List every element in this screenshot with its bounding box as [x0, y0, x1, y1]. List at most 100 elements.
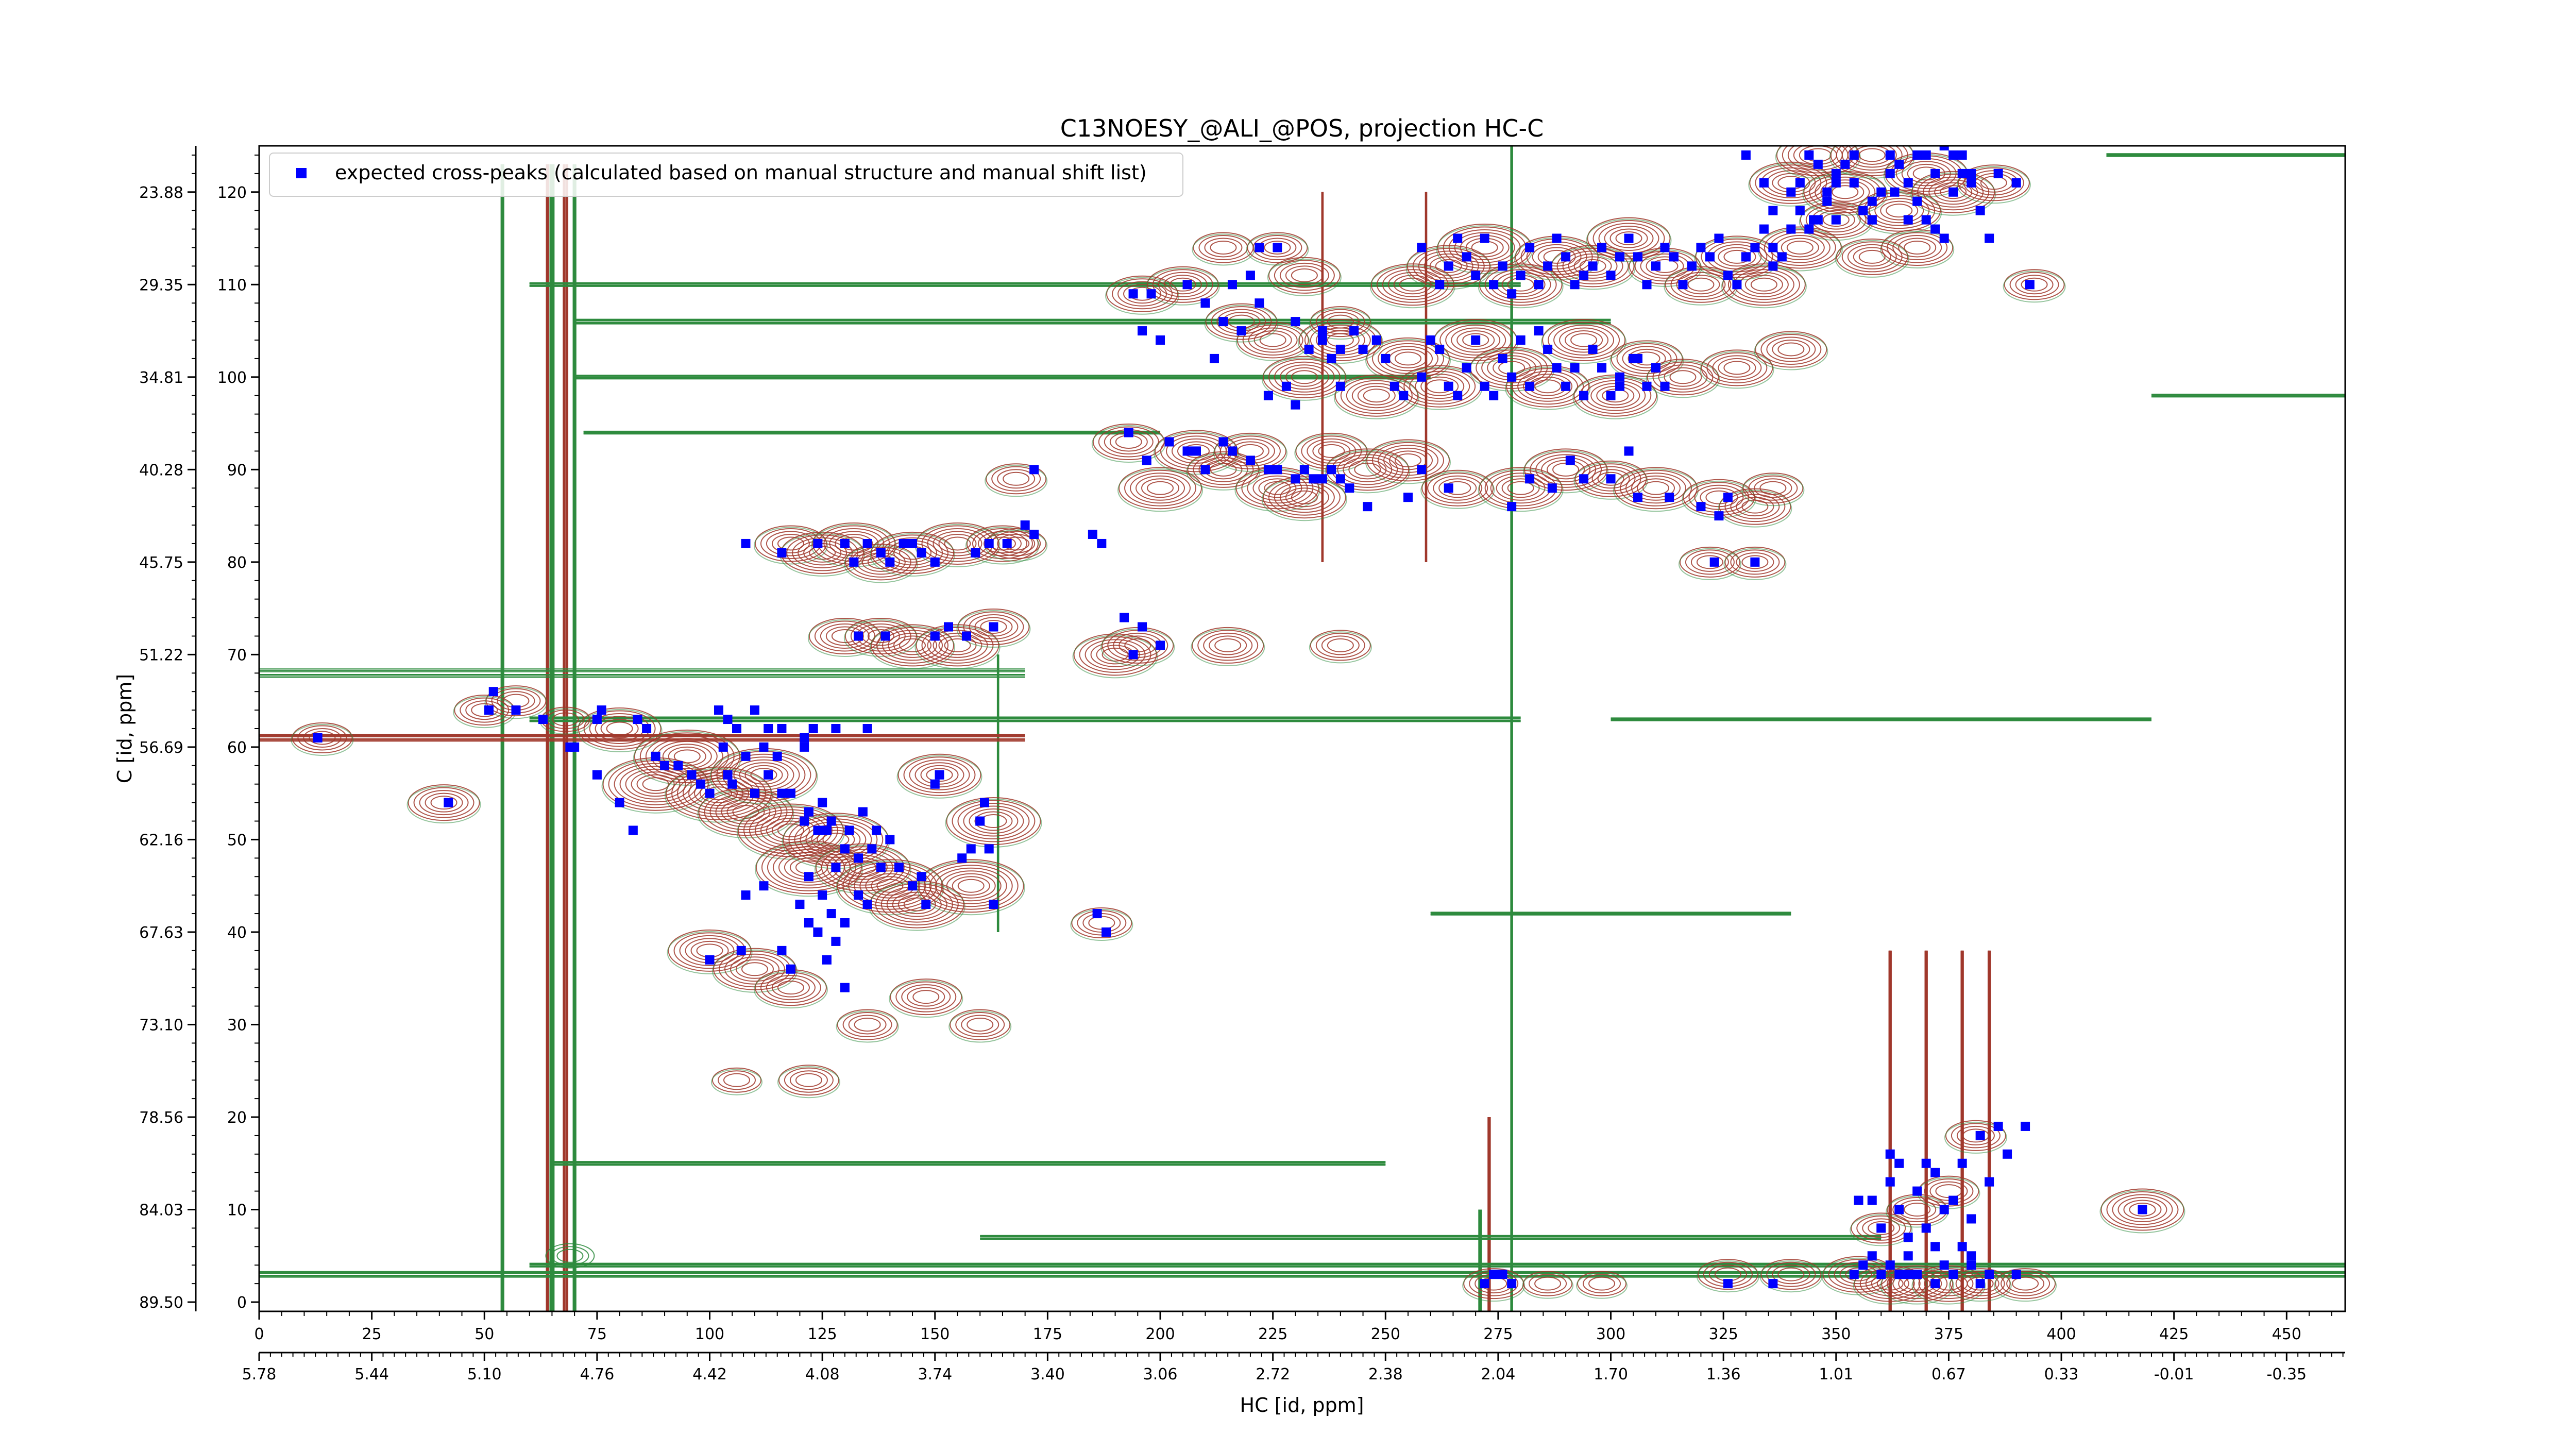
cross-peak-marker [899, 538, 908, 548]
x-tick-label: 275 [1483, 1325, 1513, 1343]
cross-peak-marker [1957, 1158, 1967, 1168]
cross-peak-marker [2025, 280, 2035, 290]
cross-peak-marker [1236, 326, 1246, 336]
cross-peak-marker [908, 881, 918, 891]
cross-peak-marker [1317, 474, 1327, 484]
x-tick-label: 325 [1709, 1325, 1738, 1343]
cross-peak-marker [1335, 344, 1345, 354]
contour-peak [1261, 476, 1347, 521]
cross-peak-marker [705, 955, 715, 965]
cross-peak-marker [1291, 317, 1300, 327]
cross-peak-marker [1444, 483, 1453, 493]
cross-peak-marker [800, 733, 809, 743]
cross-peak-marker [854, 631, 863, 641]
cross-peak-marker [862, 900, 872, 909]
cross-peak-marker [989, 622, 998, 632]
cross-peak-marker [1687, 261, 1697, 271]
cross-peak-marker [1867, 1251, 1877, 1261]
contour-peak [1246, 232, 1309, 266]
cross-peak-marker [1462, 363, 1471, 373]
contour-peak [1741, 473, 1805, 507]
cross-peak-marker [1768, 206, 1778, 215]
cross-peak-marker [1327, 353, 1336, 363]
x-tick-label: 300 [1596, 1325, 1625, 1343]
cross-peak-marker [1552, 233, 1562, 243]
ppm-y-tick-label: 40.28 [139, 461, 183, 479]
cross-peak-marker [1498, 1270, 1507, 1279]
cross-peak-marker [1795, 178, 1805, 188]
cross-peak-marker [651, 751, 660, 761]
cross-peak-marker [849, 557, 859, 567]
cross-peak-marker [592, 770, 602, 780]
ppm-y-tick-label: 89.50 [139, 1294, 183, 1312]
cross-peak-marker [1705, 252, 1715, 262]
cross-peak-marker [921, 900, 931, 909]
cross-peak-marker [1218, 317, 1228, 327]
cross-peak-marker [862, 724, 872, 733]
cross-peak-marker [979, 798, 989, 807]
cross-peak-marker [935, 770, 944, 780]
contour-peak [1541, 319, 1627, 364]
cross-peak-marker [1975, 1279, 1985, 1289]
cross-peak-marker [858, 807, 868, 817]
cross-peak-marker [1885, 1260, 1895, 1270]
cross-peak-marker [1547, 483, 1557, 493]
ppm-x-tick-label: 3.74 [918, 1365, 952, 1383]
cross-peak-marker [1092, 909, 1102, 919]
cross-peak-marker [1804, 224, 1814, 234]
cross-peak-marker [1651, 363, 1660, 373]
cross-peak-marker [777, 548, 787, 558]
cross-peak-marker [1389, 381, 1399, 391]
cross-peak-marker [1200, 298, 1210, 308]
cross-peak-marker [660, 761, 670, 770]
cross-peak-marker [1142, 455, 1151, 465]
cross-peak-marker [813, 538, 823, 548]
cross-peak-marker [1453, 233, 1463, 243]
cross-peak-marker [1993, 168, 2003, 178]
cross-peak-marker [1903, 1270, 1913, 1279]
cross-peak-marker [592, 715, 602, 724]
cross-peak-marker [930, 557, 940, 567]
cross-peak-marker [1358, 344, 1368, 354]
cross-peak-marker [930, 779, 940, 789]
cross-peak-marker [1894, 1270, 1904, 1279]
cross-peak-marker [984, 538, 994, 548]
cross-peak-marker [1696, 502, 1706, 512]
cross-peak-marker [1579, 271, 1589, 280]
cross-peak-marker [831, 936, 841, 946]
cross-peak-marker [1552, 363, 1562, 373]
y-tick-label: 50 [227, 831, 247, 849]
cross-peak-marker [484, 705, 494, 715]
cross-peak-marker [1097, 538, 1107, 548]
contour-peak [1759, 1259, 1823, 1293]
cross-peak-marker [777, 724, 787, 733]
contour-peak [2003, 269, 2066, 303]
cross-peak-marker [1507, 289, 1517, 299]
contour-peak [896, 753, 982, 799]
cross-peak-marker [1597, 243, 1607, 252]
cross-peak-marker [1903, 1233, 1913, 1242]
ppm-x-tick-label: 2.04 [1481, 1365, 1516, 1383]
x-tick-label: 425 [2159, 1325, 2189, 1343]
cross-peak-marker [1967, 1214, 1976, 1224]
x-tick-label: 50 [474, 1325, 494, 1343]
cross-peak-marker [1138, 622, 1147, 632]
cross-peak-marker [1128, 650, 1138, 660]
cross-peak-marker [1930, 1242, 1940, 1252]
contour-peak [1721, 263, 1807, 309]
cross-peak-marker [1876, 1223, 1886, 1233]
cross-peak-marker [944, 622, 954, 632]
cross-peak-marker [818, 890, 827, 900]
contour-peak [545, 1243, 595, 1269]
contour-peak [1261, 356, 1347, 401]
ppm-x-tick-label: 5.44 [354, 1365, 389, 1383]
cross-peak-marker [1885, 1149, 1895, 1159]
cross-peak-marker [732, 724, 741, 733]
ppm-y-tick-label: 45.75 [139, 554, 183, 572]
cross-peak-marker [1876, 187, 1886, 197]
cross-peak-marker [1525, 474, 1535, 484]
contour-peak [1309, 630, 1372, 664]
cross-peak-marker [1209, 353, 1219, 363]
contour-peak [777, 1065, 840, 1099]
cross-peak-marker [1525, 381, 1535, 391]
